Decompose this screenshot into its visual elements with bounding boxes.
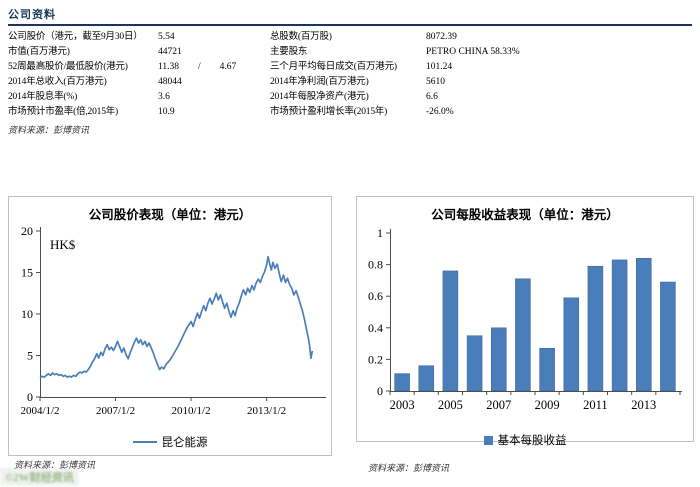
info-value-left: 5.54: [158, 32, 175, 42]
eps-chart-source-note: 资料来源：彭博资讯: [368, 463, 450, 473]
price-line-chart: 0 5 10 15 20 2004/1/2 2007/1/2 2010/1/2 2013/1/2…: [20, 224, 326, 417]
y-tick-label: 20: [21, 224, 33, 238]
y-tick-label: 5: [27, 349, 33, 363]
info-label-right: 2014年净利润(百万港元): [270, 76, 369, 87]
info-value-right: PETRO CHINA 58.33%: [426, 46, 520, 57]
eps-bar-2007: [491, 327, 507, 392]
y-tick-label: 0.2: [368, 352, 383, 366]
info-label-left: 2014年股息率(%): [8, 91, 78, 102]
bar-legend-marker: [483, 435, 493, 445]
info-value-right: 8072.39: [426, 32, 457, 42]
y-tick-label: 15: [21, 266, 33, 280]
x-tick-label: 2013/1/2: [247, 405, 286, 417]
y-tick-label: 10: [21, 307, 33, 321]
eps-bar-2003: [394, 373, 410, 392]
y-tick-label: 0: [377, 384, 383, 398]
eps-bar-2005: [442, 270, 459, 392]
eps-bar-2004: [418, 365, 435, 392]
info-label-left: 市场预计市盈率(倍,2015年): [8, 106, 119, 117]
x-tick-label: 2007: [486, 398, 511, 412]
info-label-left: 公司股价（港元，截至9月30日）: [8, 32, 143, 42]
y-tick-label: 0.8: [368, 258, 383, 272]
eps-chart-panel: 公司每股收益表现（单位：港元） 0 0.2 0.4 0.6 0.8 1 2003 2005 20…: [356, 196, 694, 447]
info-label-right: 总股数(百万股): [270, 32, 332, 42]
eps-bar-2011: [587, 265, 604, 392]
eps-bar-2006: [466, 335, 483, 392]
section-title-rule: [8, 24, 692, 26]
price-legend-label: 昆仑能源: [161, 437, 208, 449]
info-value-right: 101.24: [426, 61, 453, 72]
eps-bar-2013: [636, 258, 652, 392]
x-tick-label: 2011: [583, 398, 608, 412]
price-chart-title: 公司股价表现（单位：港元）: [88, 208, 252, 222]
y-tick-label: 1: [377, 226, 383, 240]
info-label-right: 三个月平均每日成交(百万港元): [270, 61, 397, 72]
x-tick-label: 2010/1/2: [172, 405, 211, 417]
info-label-right: 主要股东: [270, 46, 308, 57]
company-info-table: 公司股价（港元，截至9月30日） 5.54 总股数(百万股) 8072.39 市值(百万…: [8, 32, 692, 118]
price-line-series: [39, 255, 314, 379]
x-tick-label: 2003: [390, 398, 415, 412]
price-chart-panel: 公司股价表现（单位：港元） 0 5 10 15 20 2004/1/2 2007/1/2 20…: [8, 196, 332, 456]
eps-bar-2009: [539, 348, 555, 392]
company-info-section: 公司资料 公司股价（港元，截至9月30日） 5.54 总股数(百万股) 8072.39…: [8, 6, 692, 136]
axis-unit-label: HK$: [50, 237, 76, 252]
line-legend-marker: [132, 441, 157, 443]
info-value-left: 10.9: [158, 106, 175, 117]
x-tick-label: 2005: [438, 398, 463, 412]
info-value-left: 44721: [158, 46, 182, 57]
info-value-right: 5610: [426, 76, 445, 87]
info-label-left: 2014年总收入(百万港元): [8, 76, 107, 87]
info-value-left: 11.38 / 4.67: [158, 61, 237, 72]
info-value-left: 48044: [158, 76, 182, 87]
info-value-right: 6.6: [426, 91, 438, 102]
eps-bar-2012: [611, 259, 628, 392]
x-tick-label: 2009: [535, 398, 560, 412]
price-chart-legend: 昆仑能源: [9, 434, 331, 450]
y-tick-label: 0.6: [368, 289, 383, 303]
info-label-right: 市场预计盈利增长率(2015年): [270, 106, 388, 117]
y-tick-label: 0: [27, 390, 33, 404]
x-tick-label: 2013: [631, 398, 656, 412]
eps-bar-2008: [515, 278, 531, 392]
eps-bar-2010: [563, 297, 580, 392]
y-tick-label: 0.4: [368, 321, 383, 335]
eps-legend-label: 基本每股收益: [497, 435, 567, 447]
price-chart-source-note: 资料来源：彭博资讯: [14, 460, 96, 470]
info-value-right: -26.0%: [426, 106, 454, 117]
info-value-left: 3.6: [158, 91, 170, 102]
info-label-left: 市值(百万港元): [8, 46, 70, 57]
site-watermark: ©2W财经资讯: [0, 468, 79, 486]
eps-bar-2014: [660, 281, 676, 392]
section-title: 公司资料: [8, 9, 56, 21]
info-source-note: 资料来源：彭博资讯: [8, 124, 90, 135]
x-tick-label: 2007/1/2: [96, 405, 135, 417]
x-tick-label: 2004/1/2: [20, 405, 59, 417]
info-label-right: 2014年每股净资产(港元): [270, 91, 369, 102]
eps-chart-title: 公司每股收益表现（单位：港元）: [431, 208, 619, 222]
eps-bar-chart: 0 0.2 0.4 0.6 0.8 1 2003 2005 2007 2009 2011 2013: [368, 226, 682, 412]
info-label-left: 52周最高股价/最低股价(港元): [8, 61, 128, 72]
eps-chart-legend: 基本每股收益: [357, 432, 693, 448]
